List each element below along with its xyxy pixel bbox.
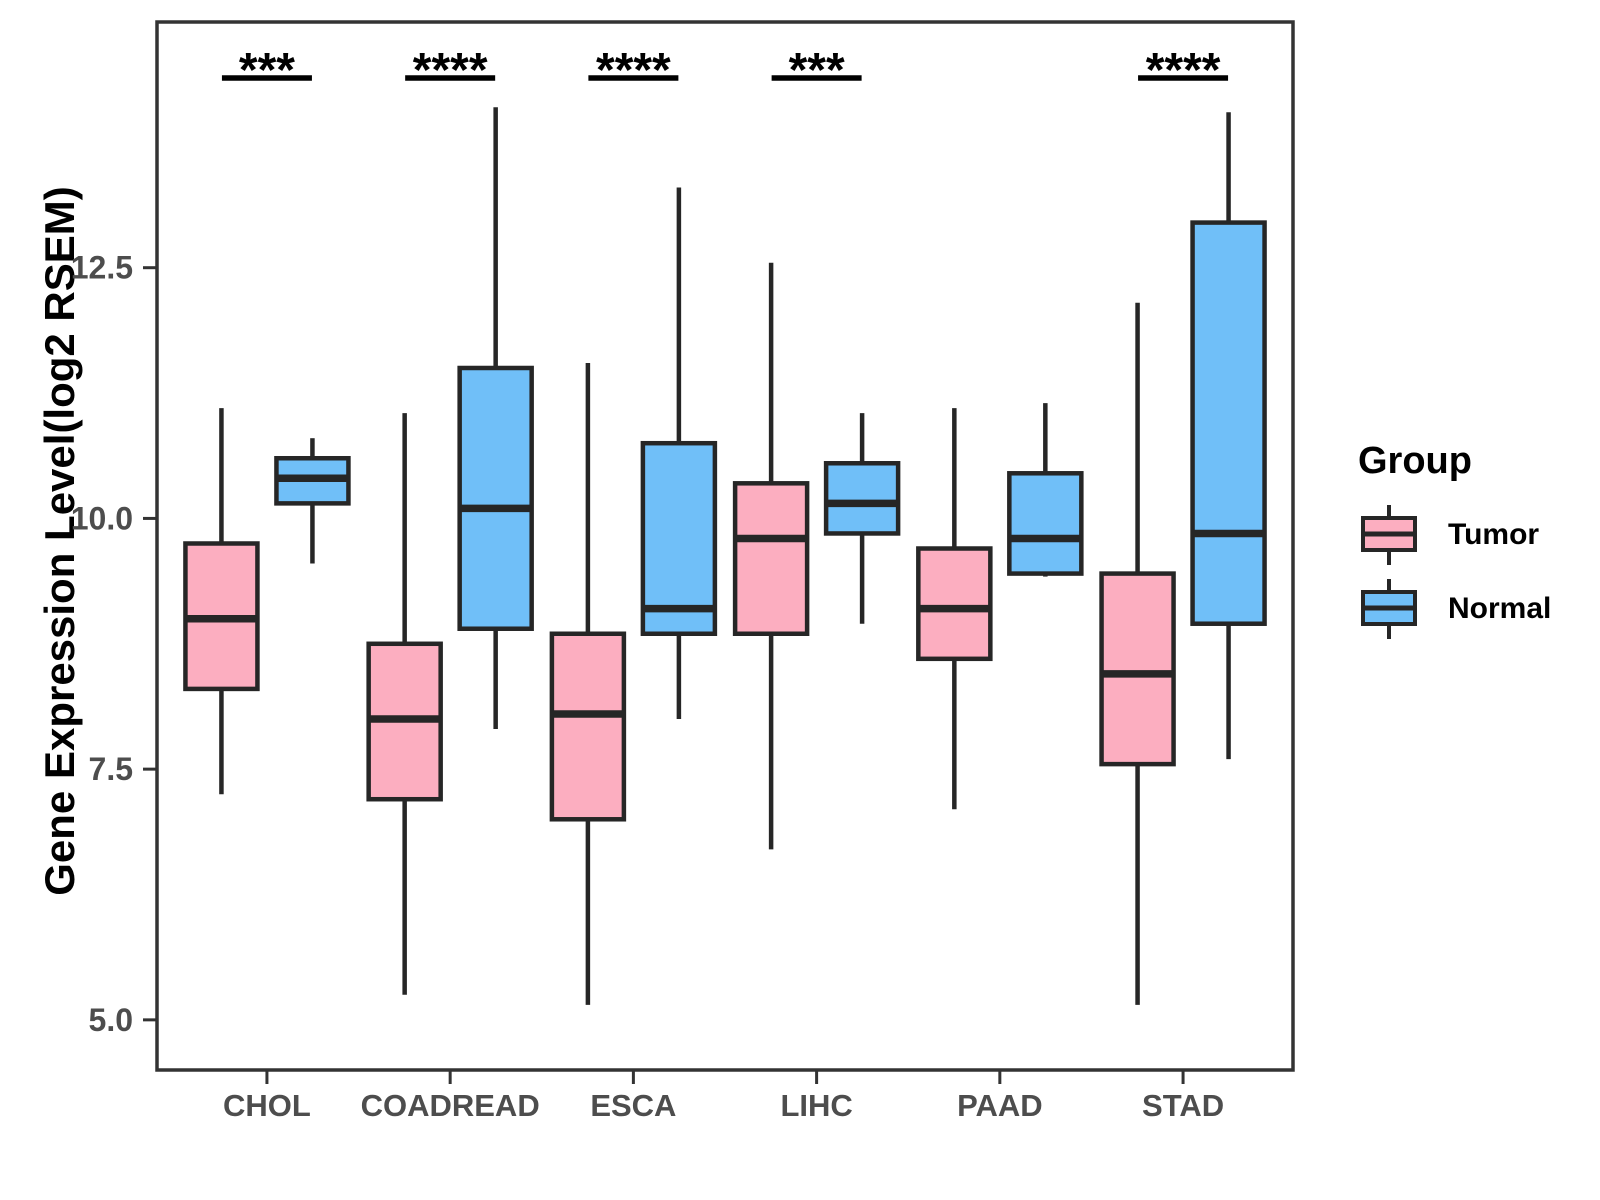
box-tumor-PAAD [916, 546, 993, 662]
box-tumor-ESCA [549, 631, 627, 822]
significance-stars-COADREAD: **** [413, 44, 488, 97]
y-axis-tick-label: 7.5 [89, 751, 133, 787]
legend-item-normal: Normal [1358, 575, 1592, 643]
x-axis-label-LIHC: LIHC [780, 1088, 852, 1123]
box-tumor-LIHC [732, 481, 810, 637]
box-normal-LIHC [823, 461, 901, 536]
box-normal-PAAD [1007, 471, 1084, 576]
legend-label: Normal [1448, 592, 1552, 625]
x-axis-label-ESCA: ESCA [590, 1088, 676, 1123]
x-axis-label-CHOL: CHOL [223, 1088, 311, 1123]
box-tumor-STAD [1099, 571, 1176, 767]
x-axis-label-PAAD: PAAD [957, 1088, 1043, 1123]
legend-item-tumor: Tumor [1358, 501, 1592, 569]
legend-items: Tumor Normal [1322, 501, 1592, 643]
x-axis-label-COADREAD: COADREAD [361, 1088, 540, 1123]
y-axis-tick-label: 5.0 [89, 1002, 133, 1038]
significance-stars-STAD: **** [1146, 44, 1221, 97]
legend-key-boxplot-glyph [1361, 579, 1417, 639]
box-normal-COADREAD [457, 365, 534, 631]
y-axis-tick-label: 10.0 [71, 500, 133, 536]
legend-key-boxplot-glyph [1361, 505, 1417, 565]
panel-border [155, 20, 1295, 1072]
legend: Group Tumor Normal [1322, 440, 1592, 649]
legend-title: Group [1358, 440, 1472, 482]
x-axis-label-STAD: STAD [1142, 1088, 1224, 1123]
significance-stars-CHOL: *** [239, 44, 295, 97]
box-normal-ESCA [640, 440, 718, 637]
box-normal-STAD [1190, 220, 1267, 626]
legend-label: Tumor [1448, 518, 1540, 551]
significance-stars-LIHC: *** [789, 44, 845, 97]
significance-stars-ESCA: **** [596, 44, 671, 97]
y-axis-tick-label: 12.5 [71, 250, 133, 286]
